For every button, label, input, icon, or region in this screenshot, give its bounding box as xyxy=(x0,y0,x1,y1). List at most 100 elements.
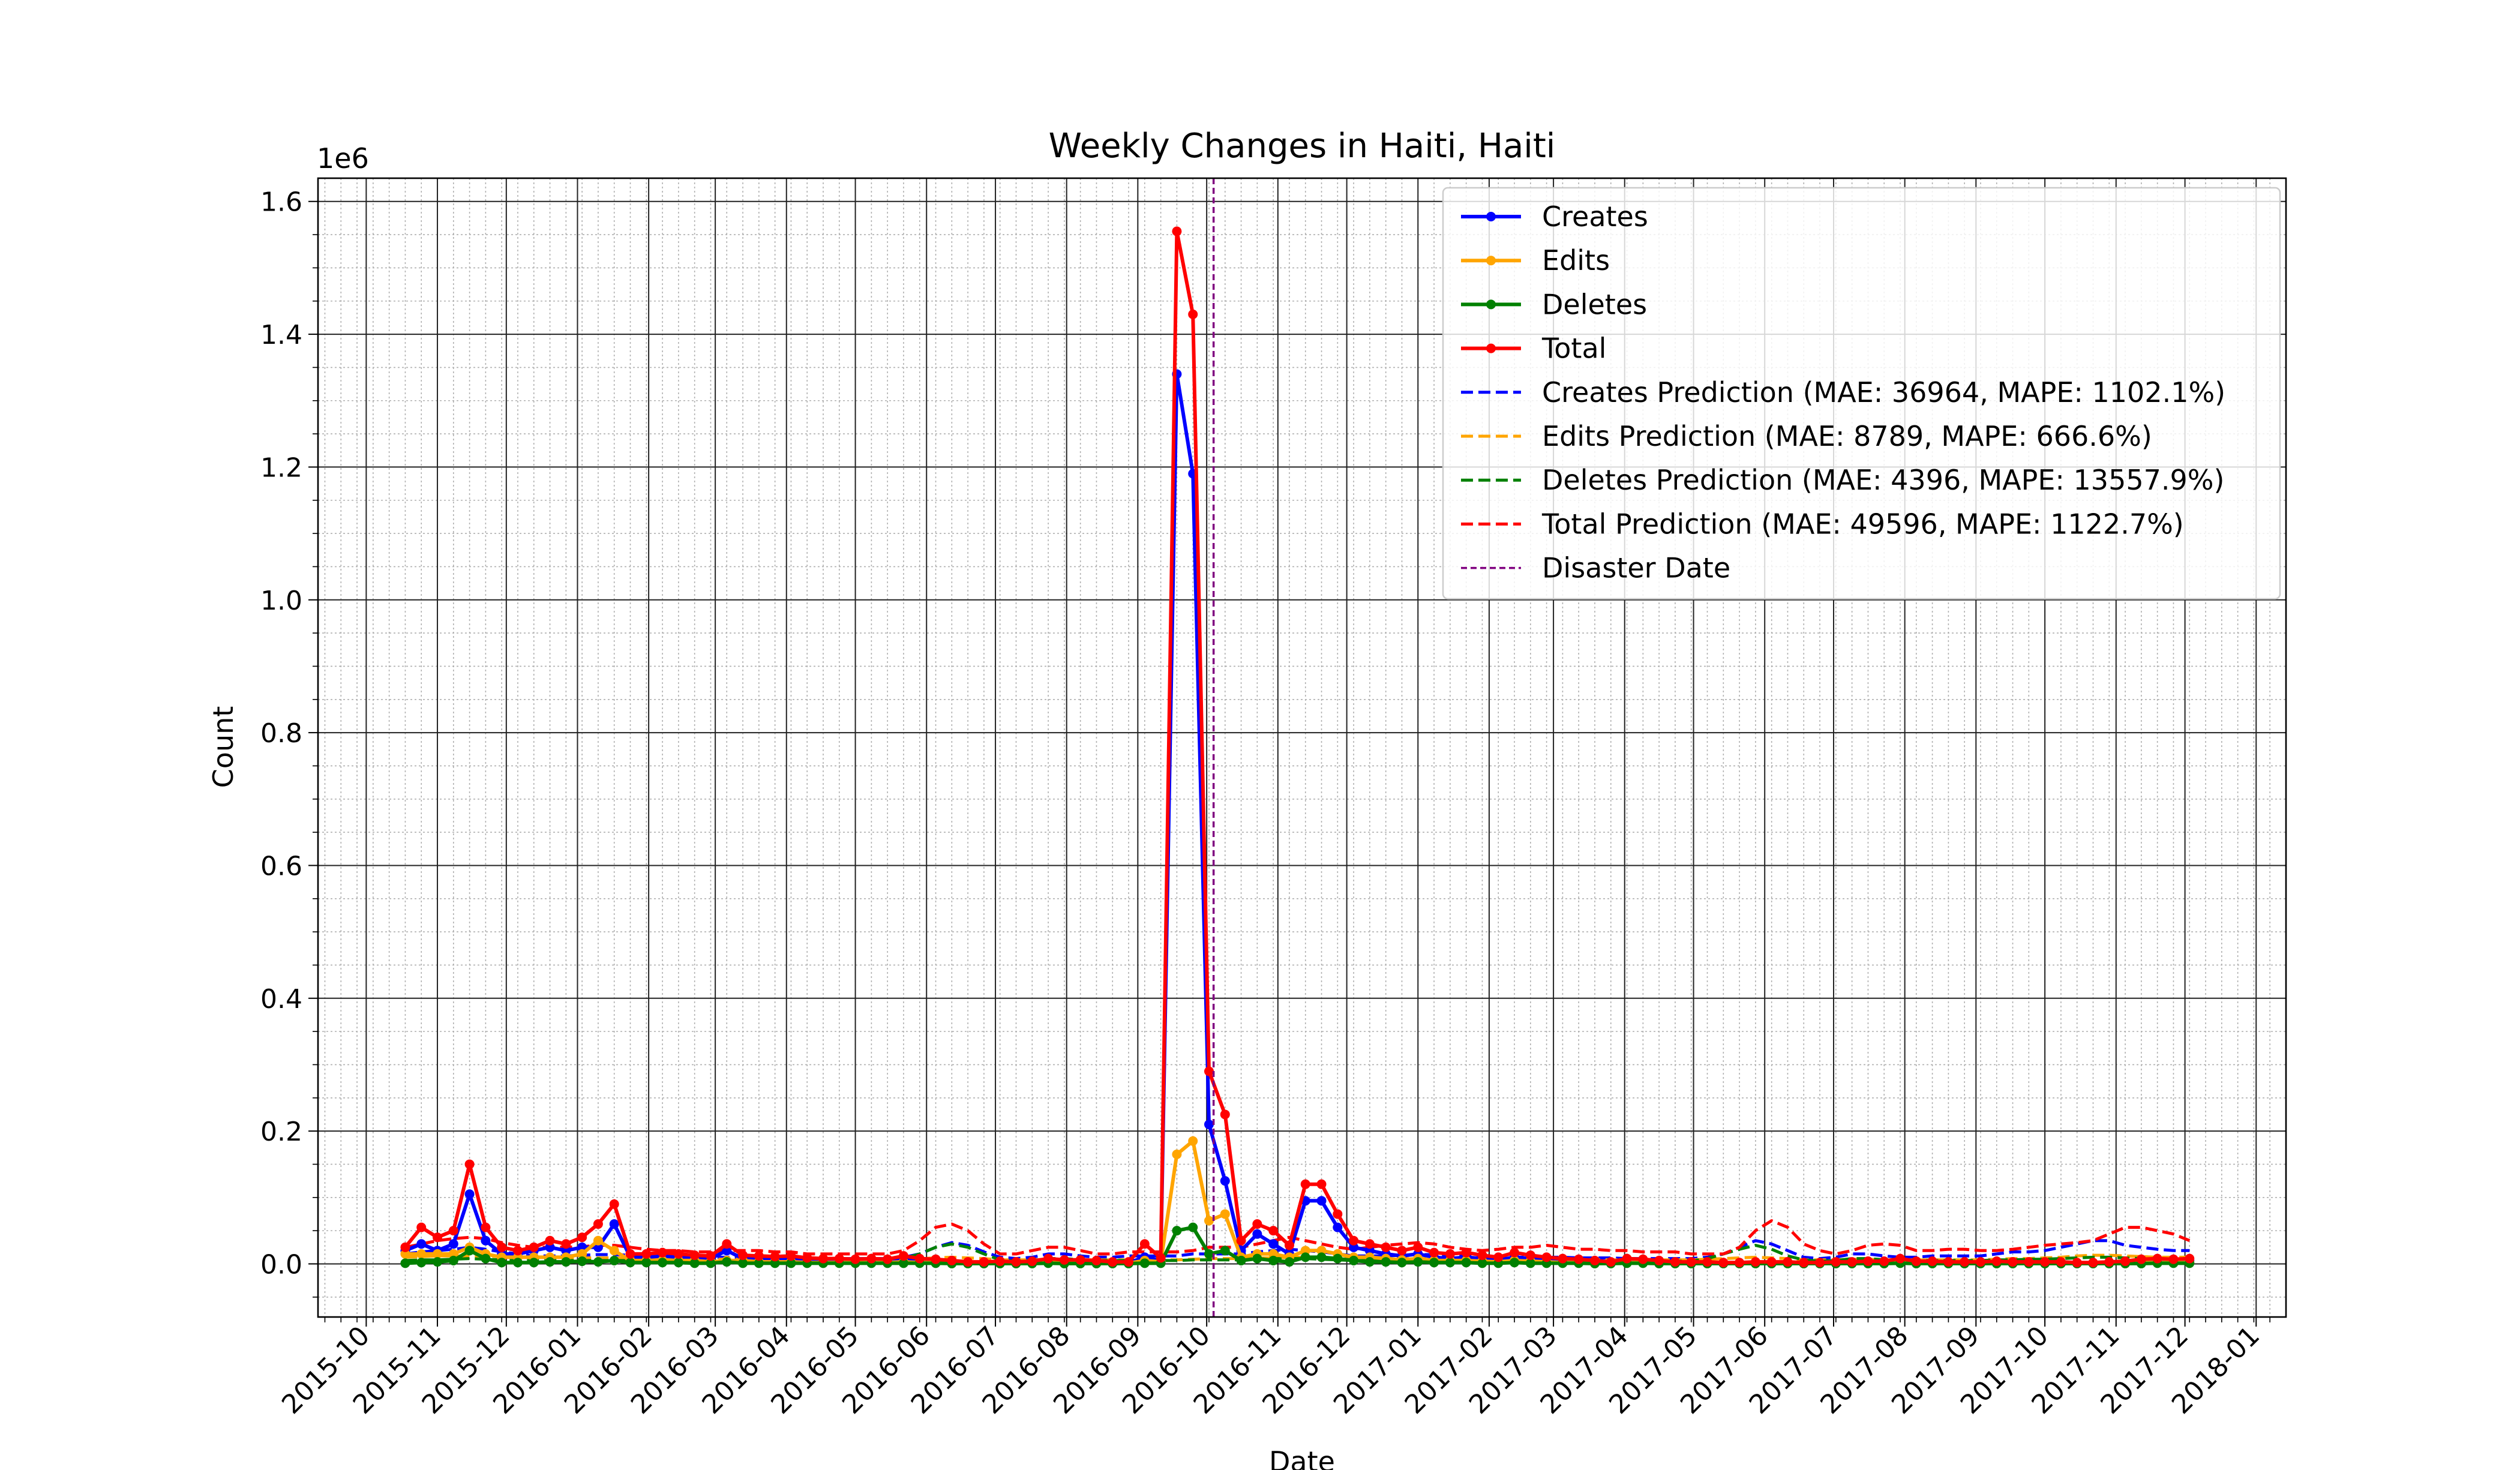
series-line-total xyxy=(404,229,2190,1265)
y-tick-label: 0.2 xyxy=(260,1117,302,1147)
point-edits xyxy=(1268,1249,1279,1259)
point-total xyxy=(1477,1250,1487,1261)
point-deletes xyxy=(561,1257,571,1267)
point-deletes xyxy=(1268,1255,1279,1265)
point-deletes xyxy=(770,1258,780,1268)
point-deletes xyxy=(577,1256,587,1267)
point-edits xyxy=(1204,1216,1214,1226)
series-line-deletes xyxy=(405,1225,2190,1265)
y-axis-offset-label: 1e6 xyxy=(317,142,369,175)
point-deletes xyxy=(1397,1258,1407,1268)
point-total xyxy=(689,1250,700,1261)
point-total xyxy=(1911,1256,1921,1267)
point-deletes xyxy=(1333,1253,1343,1264)
point-deletes xyxy=(641,1258,652,1268)
point-total xyxy=(1268,1226,1279,1236)
point-total xyxy=(914,1253,925,1264)
point-total xyxy=(1043,1253,1054,1264)
point-total xyxy=(1413,1242,1423,1252)
point-deletes xyxy=(1220,1246,1230,1256)
point-total xyxy=(834,1253,844,1264)
point-deletes xyxy=(1349,1255,1359,1265)
point-deletes xyxy=(1413,1257,1423,1267)
point-total xyxy=(802,1253,812,1263)
point-total xyxy=(1300,1179,1310,1189)
point-total xyxy=(1558,1253,1568,1264)
point-total xyxy=(1718,1258,1729,1268)
point-total xyxy=(1606,1257,1616,1267)
point-total xyxy=(433,1232,443,1243)
point-total xyxy=(1638,1254,1648,1264)
point-total xyxy=(1799,1258,1809,1268)
point-total xyxy=(754,1251,764,1261)
point-edits xyxy=(1316,1246,1327,1256)
point-total xyxy=(1670,1257,1680,1267)
point-deletes xyxy=(497,1258,507,1268)
series-layer xyxy=(400,226,2195,1268)
point-total xyxy=(609,1199,619,1209)
point-total xyxy=(2136,1254,2146,1264)
point-total xyxy=(593,1219,603,1229)
point-total xyxy=(2040,1257,2050,1267)
point-deletes xyxy=(545,1257,555,1267)
point-edits xyxy=(433,1249,443,1259)
point-deletes xyxy=(593,1257,603,1267)
point-total xyxy=(866,1253,877,1264)
point-creates xyxy=(1204,1120,1214,1130)
point-total xyxy=(2072,1258,2082,1268)
legend-marker xyxy=(1486,212,1496,221)
point-total xyxy=(738,1250,748,1261)
point-total xyxy=(1333,1209,1343,1219)
point-total xyxy=(1124,1257,1134,1267)
point-total xyxy=(1252,1219,1262,1229)
point-total xyxy=(1541,1252,1552,1262)
point-total xyxy=(1220,1109,1230,1120)
series-line-total-prediction xyxy=(404,1219,2191,1256)
point-total xyxy=(947,1255,957,1265)
point-deletes xyxy=(1188,1222,1198,1232)
point-edits xyxy=(609,1246,619,1256)
point-deletes xyxy=(1477,1258,1487,1268)
legend-label: Total Prediction (MAE: 49596, MAPE: 1122… xyxy=(1541,508,2184,540)
point-deletes xyxy=(1204,1249,1214,1259)
point-total xyxy=(1445,1249,1455,1259)
point-total xyxy=(1686,1257,1696,1267)
legend-box xyxy=(1442,187,2281,600)
point-total xyxy=(770,1252,780,1262)
point-creates xyxy=(1316,1196,1327,1206)
point-deletes xyxy=(1445,1258,1455,1268)
point-total xyxy=(2056,1257,2066,1267)
point-total xyxy=(448,1226,458,1236)
point-deletes xyxy=(1364,1257,1375,1267)
point-total xyxy=(963,1257,973,1267)
point-total xyxy=(1783,1257,1793,1267)
point-total xyxy=(1766,1257,1777,1267)
point-total xyxy=(545,1235,555,1246)
y-axis-ticks: 0.0 0.2 0.4 0.6 0.8 1.0 1.2 1.4 1.6 xyxy=(260,187,318,1298)
legend-marker xyxy=(1486,299,1496,310)
point-total xyxy=(400,1242,410,1252)
point-total xyxy=(481,1222,491,1232)
point-total xyxy=(1975,1257,1985,1267)
point-total xyxy=(1991,1256,2002,1267)
point-creates xyxy=(1364,1246,1375,1256)
point-deletes xyxy=(1461,1258,1471,1268)
legend-label: Disaster Date xyxy=(1542,552,1730,584)
point-creates xyxy=(609,1219,619,1229)
point-total xyxy=(1172,226,1182,236)
point-creates xyxy=(1268,1239,1279,1249)
legend-label: Deletes xyxy=(1542,288,1647,320)
point-total xyxy=(561,1239,571,1249)
point-edits xyxy=(416,1249,427,1259)
point-total xyxy=(658,1247,668,1258)
point-total xyxy=(1510,1247,1520,1258)
point-deletes xyxy=(464,1246,475,1256)
x-axis-ticks: 2015-102015-112015-122016-012016-022016-… xyxy=(276,1317,2271,1420)
point-deletes xyxy=(1316,1252,1327,1262)
y-axis-label: Count xyxy=(207,706,239,788)
legend-label: Total xyxy=(1541,332,1606,365)
point-deletes xyxy=(1236,1255,1246,1265)
plot-frame xyxy=(317,177,2287,1318)
point-total xyxy=(1349,1235,1359,1246)
point-edits xyxy=(1220,1209,1230,1219)
